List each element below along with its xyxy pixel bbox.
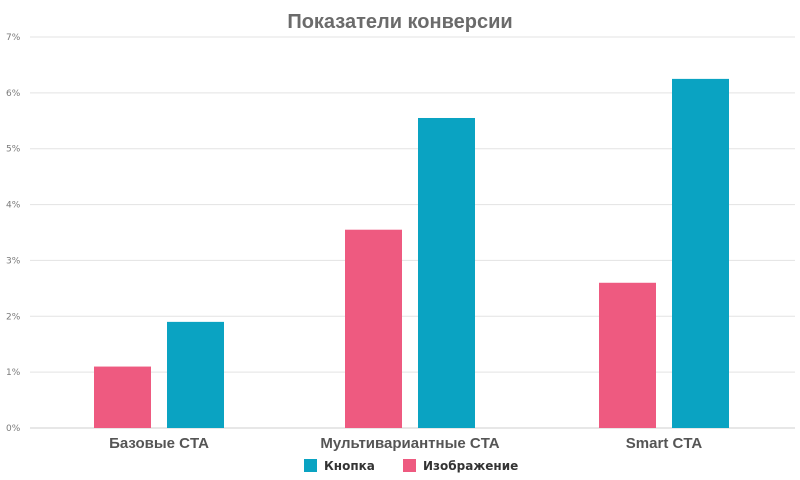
y-tick-label: 6% bbox=[6, 89, 21, 99]
bar bbox=[167, 321, 224, 428]
legend-swatch bbox=[403, 459, 416, 472]
chart-title: Показатели конверсии bbox=[287, 11, 512, 33]
legend-label: Кнопка bbox=[324, 459, 375, 473]
legend-swatch bbox=[304, 459, 317, 472]
x-category-label: Базовые CTA bbox=[109, 435, 209, 452]
bar bbox=[672, 78, 729, 429]
x-axis-categories: Базовые CTA Мультивариантные CTA Smart CTA bbox=[109, 435, 702, 452]
legend-label: Изображение bbox=[423, 459, 518, 473]
bar bbox=[599, 282, 656, 428]
x-category-label: Мультивариантные CTA bbox=[320, 435, 499, 452]
y-tick-label: 4% bbox=[6, 201, 21, 211]
legend: Кнопка Изображение bbox=[304, 459, 518, 473]
bar bbox=[94, 366, 151, 428]
bars-layer bbox=[94, 78, 729, 429]
y-tick-label: 2% bbox=[6, 312, 21, 322]
y-tick-label: 0% bbox=[6, 424, 21, 434]
x-category-label: Smart CTA bbox=[626, 435, 703, 452]
y-tick-label: 3% bbox=[6, 256, 21, 266]
bar bbox=[345, 229, 402, 428]
bar bbox=[418, 117, 475, 428]
y-tick-label: 7% bbox=[6, 33, 21, 43]
grid-layer bbox=[30, 36, 795, 429]
y-tick-label: 5% bbox=[6, 145, 21, 155]
y-axis-ticks: 0% 1% 2% 3% 4% 5% 6% 7% bbox=[6, 33, 21, 434]
y-tick-label: 1% bbox=[6, 368, 21, 378]
